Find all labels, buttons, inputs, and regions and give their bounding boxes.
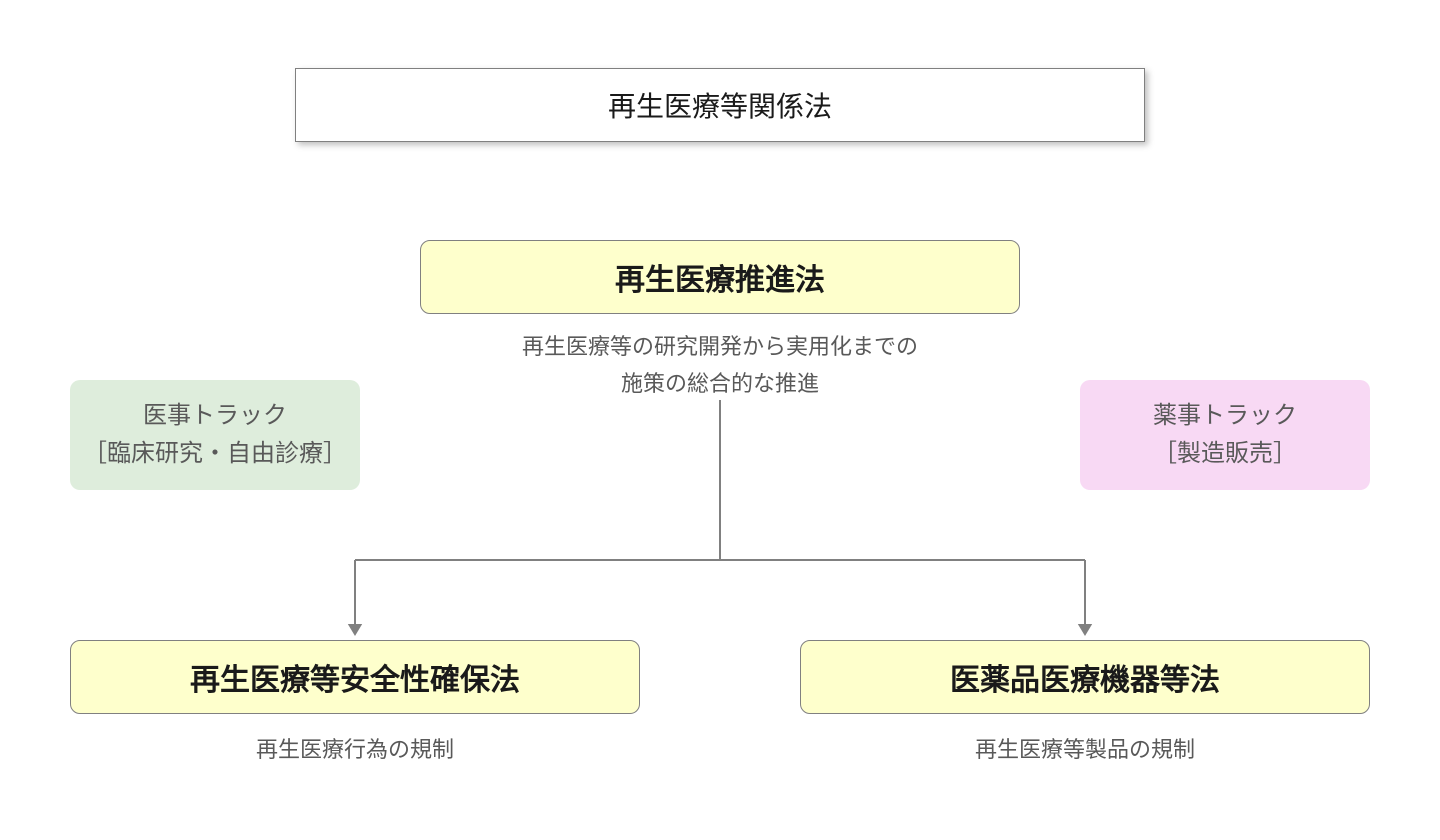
safety-law-desc: 再生医療行為の規制 xyxy=(70,732,640,764)
safety-law-box: 再生医療等安全性確保法 xyxy=(70,640,640,714)
safety-law-label: 再生医療等安全性確保法 xyxy=(190,655,520,699)
connector-lines xyxy=(0,0,1440,840)
diagram-canvas: 再生医療等関係法 再生医療推進法 再生医療等の研究開発から実用化までの 施策の総… xyxy=(0,0,1440,840)
pmd-law-box: 医薬品医療機器等法 xyxy=(800,640,1370,714)
pmd-law-desc: 再生医療等製品の規制 xyxy=(800,732,1370,764)
pmd-law-label: 医薬品医療機器等法 xyxy=(950,655,1220,699)
